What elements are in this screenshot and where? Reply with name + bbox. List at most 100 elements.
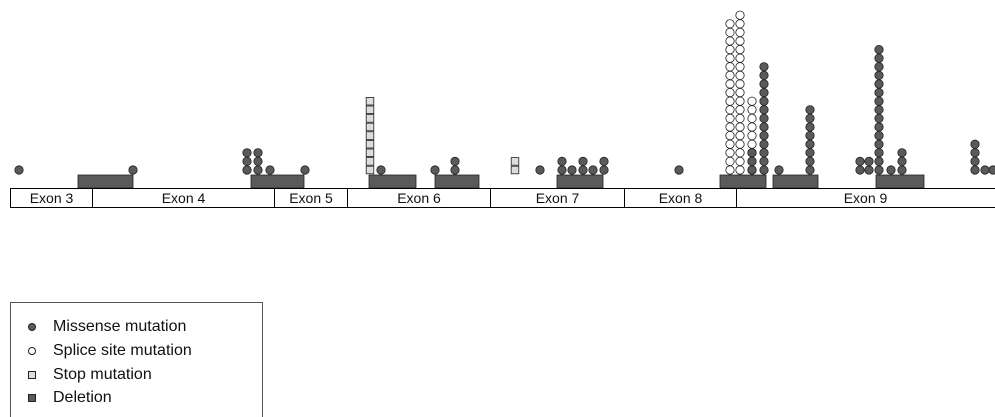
splice-site-mutation-marker	[725, 70, 735, 81]
splice-site-mutation-marker	[725, 79, 735, 89]
missense-mutation-marker	[874, 44, 884, 55]
missense-mutation-marker	[874, 131, 884, 141]
missense-mutation-marker	[805, 165, 815, 175]
missense-mutation-marker	[759, 139, 769, 149]
deletion-bar	[77, 174, 134, 189]
missense-mutation-marker	[14, 165, 24, 175]
missense-mutation-marker	[805, 113, 815, 124]
missense-mutation-marker	[874, 105, 884, 115]
missense-mutation-marker	[759, 113, 769, 124]
missense-mutation-marker	[128, 165, 138, 175]
missense-mutation-marker	[874, 62, 884, 72]
missense-mutation-marker	[578, 165, 588, 175]
splice-site-mutation-marker	[725, 27, 735, 38]
splice-site-mutation-marker	[735, 19, 745, 29]
splice-site-mutation-marker	[735, 96, 745, 106]
filled-square-icon	[25, 391, 39, 405]
splice-site-mutation-marker	[735, 148, 745, 158]
missense-mutation-marker	[450, 156, 460, 166]
deletion-bar	[772, 174, 819, 189]
missense-mutation-marker	[242, 148, 252, 158]
splice-site-mutation-marker	[735, 122, 745, 132]
legend: Missense mutation Splice site mutation S…	[10, 302, 263, 417]
legend-item-splice: Splice site mutation	[25, 340, 192, 362]
filled-circle-icon	[25, 320, 39, 334]
missense-mutation-marker	[988, 165, 995, 175]
legend-item-missense: Missense mutation	[25, 316, 186, 338]
missense-mutation-marker	[759, 165, 769, 175]
splice-site-mutation-marker	[725, 62, 735, 72]
missense-mutation-marker	[759, 96, 769, 106]
missense-mutation-marker	[535, 165, 545, 175]
missense-mutation-marker	[874, 156, 884, 166]
missense-mutation-marker	[759, 70, 769, 81]
missense-mutation-marker	[874, 148, 884, 158]
deletion-bar	[434, 174, 480, 189]
stop-mutation-marker	[365, 122, 375, 132]
missense-mutation-marker	[864, 156, 874, 166]
missense-mutation-marker	[759, 62, 769, 72]
splice-site-mutation-marker	[747, 122, 757, 132]
deletion-bar	[250, 174, 305, 189]
missense-mutation-marker	[805, 122, 815, 132]
missense-mutation-marker	[747, 156, 757, 166]
missense-mutation-marker	[874, 139, 884, 149]
splice-site-mutation-marker	[735, 36, 745, 46]
exon-track: Exon 3 Exon 4 Exon 5 Exon 6 Exon 7 Exon …	[10, 188, 995, 208]
stop-mutation-marker	[365, 105, 375, 114]
splice-site-mutation-marker	[735, 88, 745, 98]
stop-mutation-marker	[510, 165, 520, 175]
stop-mutation-marker	[365, 131, 375, 140]
missense-mutation-marker	[855, 165, 865, 175]
splice-site-mutation-marker	[725, 139, 735, 149]
legend-label: Missense mutation	[53, 318, 187, 335]
missense-mutation-marker	[759, 79, 769, 89]
missense-mutation-marker	[805, 105, 815, 115]
missense-mutation-marker	[970, 139, 980, 149]
missense-mutation-marker	[874, 96, 884, 106]
missense-mutation-marker	[980, 165, 990, 175]
missense-mutation-marker	[970, 148, 980, 158]
missense-mutation-marker	[747, 148, 757, 158]
splice-site-mutation-marker	[725, 113, 735, 124]
splice-site-mutation-marker	[747, 139, 757, 149]
missense-mutation-marker	[759, 156, 769, 166]
missense-mutation-marker	[874, 122, 884, 132]
missense-mutation-marker	[599, 156, 609, 166]
splice-site-mutation-marker	[735, 53, 745, 63]
exon-label-8: Exon 8	[625, 189, 737, 207]
splice-site-mutation-marker	[725, 36, 735, 46]
missense-mutation-marker	[874, 53, 884, 63]
missense-mutation-marker	[759, 148, 769, 158]
missense-mutation-marker	[897, 165, 907, 175]
legend-label: Splice site mutation	[53, 342, 192, 359]
splice-site-mutation-marker	[735, 105, 745, 115]
missense-mutation-marker	[242, 165, 252, 175]
missense-mutation-marker	[874, 113, 884, 124]
missense-mutation-marker	[376, 165, 386, 175]
missense-mutation-marker	[759, 131, 769, 141]
deletion-bar	[368, 174, 417, 189]
stop-mutation-marker	[365, 139, 375, 149]
missense-mutation-marker	[253, 148, 263, 158]
deletion-bar	[875, 174, 925, 189]
splice-site-mutation-marker	[725, 53, 735, 63]
splice-site-mutation-marker	[725, 105, 735, 115]
missense-mutation-marker	[897, 148, 907, 158]
stop-mutation-marker	[365, 157, 375, 166]
stop-mutation-marker	[365, 148, 375, 157]
missense-mutation-marker	[897, 156, 907, 166]
splice-site-mutation-marker	[735, 70, 745, 81]
splice-site-mutation-marker	[725, 122, 735, 132]
missense-mutation-marker	[970, 165, 980, 175]
splice-site-mutation-marker	[725, 148, 735, 158]
missense-mutation-marker	[805, 148, 815, 158]
stop-mutation-marker	[510, 157, 520, 166]
splice-site-mutation-marker	[735, 62, 745, 72]
splice-site-mutation-marker	[725, 96, 735, 106]
missense-mutation-marker	[805, 139, 815, 149]
splice-site-mutation-marker	[747, 105, 757, 115]
missense-mutation-marker	[774, 165, 784, 175]
splice-site-mutation-marker	[725, 165, 735, 175]
exon-label-5: Exon 5	[275, 189, 348, 207]
